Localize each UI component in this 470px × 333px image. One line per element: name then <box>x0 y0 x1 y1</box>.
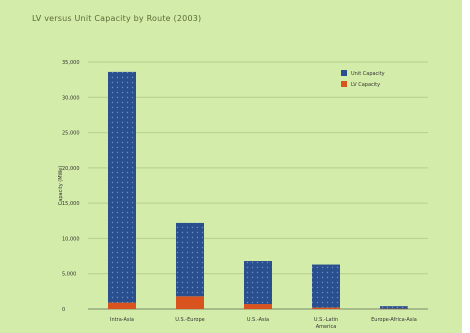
x-tick-label: Intra-Asia <box>110 317 134 323</box>
bar-lv-capacity <box>312 307 340 309</box>
x-tick-label: Europe-Africa-Asia <box>371 317 417 323</box>
legend-swatch <box>341 70 347 76</box>
bar-lv-capacity <box>244 304 272 309</box>
y-tick-label: 20,000 <box>62 166 80 172</box>
bar-unit-capacity <box>312 264 340 308</box>
x-tick-label: U.S.-Latin America <box>314 317 338 330</box>
y-tick-label: 0 <box>62 307 65 313</box>
bar-lv-capacity <box>108 302 136 309</box>
x-tick-label: U.S.-Asia <box>247 317 269 323</box>
y-tick-label: 15,000 <box>62 201 80 207</box>
y-tick-label: 25,000 <box>62 131 80 137</box>
legend-swatch <box>341 81 347 87</box>
y-tick-label: 35,000 <box>62 60 80 66</box>
legend-label: Unit Capacity <box>351 71 385 77</box>
legend-label: LV Capacity <box>351 82 380 88</box>
bar-lv-capacity <box>176 296 204 309</box>
bar-unit-capacity <box>380 306 408 309</box>
bar-unit-capacity <box>176 222 204 297</box>
bar-unit-capacity <box>108 71 136 303</box>
y-tick-label: 5,000 <box>62 272 76 278</box>
bar-unit-capacity <box>244 261 272 305</box>
chart-title: LV versus Unit Capacity by Route (2003) <box>32 14 202 23</box>
x-tick-label: U.S.-Europe <box>175 317 204 323</box>
y-tick-label: 10,000 <box>62 236 80 242</box>
y-tick-label: 30,000 <box>62 95 80 101</box>
y-axis-label: Capacity (MWe) <box>58 166 64 205</box>
